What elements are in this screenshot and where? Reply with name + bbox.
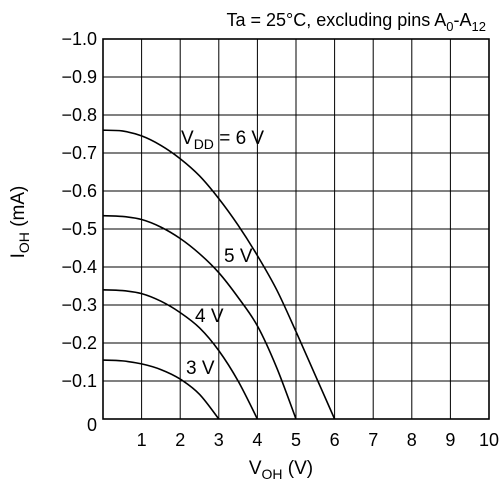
x-tick-label: 10 bbox=[479, 430, 499, 450]
x-tick-label: 9 bbox=[445, 430, 455, 450]
curves bbox=[102, 129, 336, 420]
x-tick-label: 1 bbox=[137, 430, 147, 450]
series-line bbox=[102, 129, 336, 420]
series-line bbox=[102, 289, 259, 420]
y-tick-label: −0.1 bbox=[61, 371, 97, 391]
series-label-6v: VDD = 6 V bbox=[181, 128, 264, 152]
series-line bbox=[102, 214, 297, 420]
y-tick-label: −1.0 bbox=[61, 29, 97, 49]
x-tick-label: 8 bbox=[407, 430, 417, 450]
x-tick-label: 6 bbox=[330, 430, 340, 450]
y-tick-label: −0.5 bbox=[61, 219, 97, 239]
y-tick-label: −0.4 bbox=[61, 257, 97, 277]
x-tick-label: 5 bbox=[291, 430, 301, 450]
chart-title: Ta = 25°C, excluding pins A0-A12 bbox=[226, 10, 486, 34]
y-tick-label: −0.3 bbox=[61, 295, 97, 315]
x-tick-label: 3 bbox=[214, 430, 224, 450]
x-tick-label: 7 bbox=[368, 430, 378, 450]
series-line bbox=[102, 359, 220, 420]
series-label-3v: 3 V bbox=[186, 358, 215, 379]
x-tick-label: 2 bbox=[175, 430, 185, 450]
series-label-5v: 5 V bbox=[224, 246, 253, 267]
series-label-4v: 4 V bbox=[195, 306, 224, 327]
y-tick-label: −0.9 bbox=[61, 67, 97, 87]
y-tick-labels: −0.1 −0.2 −0.3 −0.4 −0.5 −0.6 −0.7 −0.8 −0.9 −1.0 bbox=[61, 29, 97, 391]
x-tick-labels: 0 1 2 3 4 5 6 7 8 9 10 bbox=[87, 415, 499, 450]
y-tick-label: −0.7 bbox=[61, 143, 97, 163]
y-axis-label: IOH (mA) bbox=[8, 186, 32, 259]
y-tick-label: −0.2 bbox=[61, 333, 97, 353]
y-tick-label: −0.8 bbox=[61, 105, 97, 125]
x-tick-label: 0 bbox=[87, 415, 97, 435]
y-tick-label: −0.6 bbox=[61, 181, 97, 201]
grid bbox=[103, 39, 489, 419]
x-tick-label: 4 bbox=[252, 430, 262, 450]
x-axis-label: VOH (V) bbox=[249, 458, 313, 482]
